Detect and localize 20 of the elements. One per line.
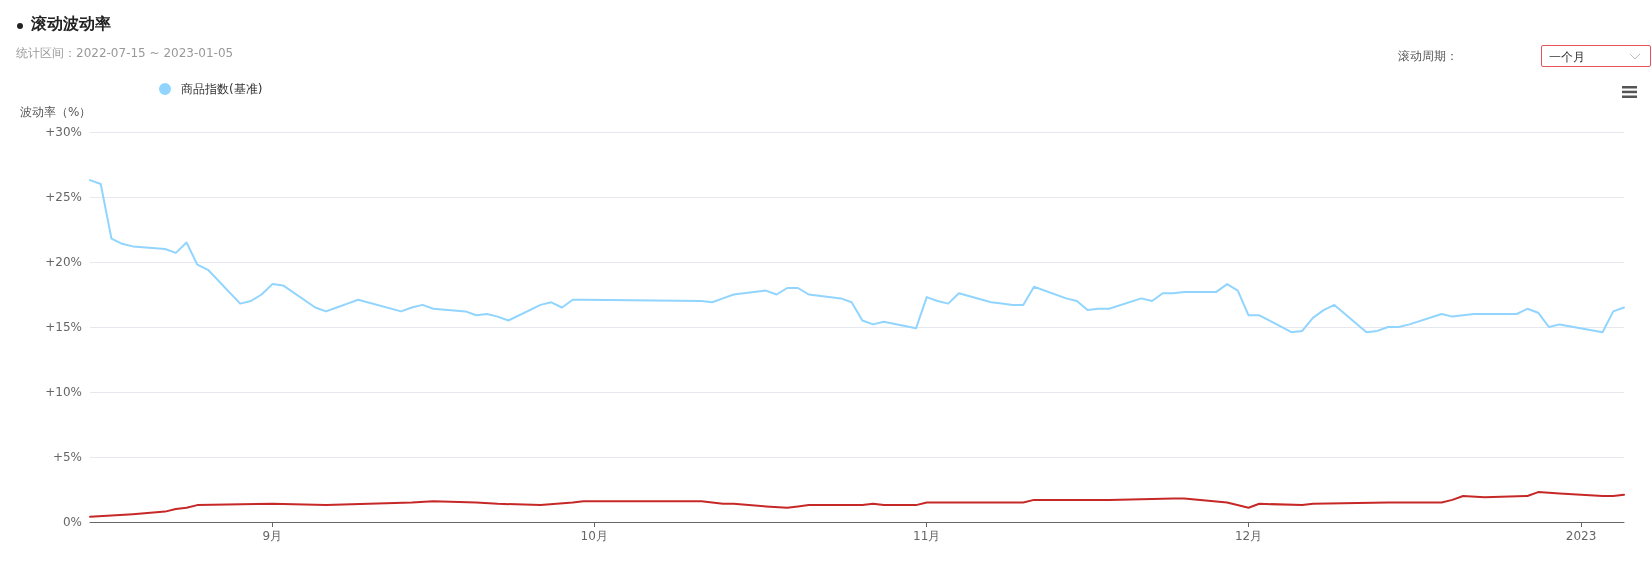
- x-tick-label: 11月: [913, 529, 941, 543]
- y-tick-label: +20%: [45, 255, 82, 269]
- line-series: [89, 179, 1625, 334]
- y-axis-title: 波动率（%）: [20, 105, 92, 119]
- period-select: 一个月: [1541, 45, 1651, 67]
- y-tick-label: +15%: [45, 320, 82, 334]
- chart-subtitle: 统计区间：2022-07-15 ~ 2023-01-05: [16, 45, 234, 62]
- x-tick-label: 10月: [580, 529, 608, 543]
- y-tick-label: +5%: [52, 450, 82, 464]
- y-tick-label: +10%: [45, 385, 82, 399]
- y-tick-label: +30%: [45, 125, 82, 139]
- x-tick-label: 9月: [262, 529, 283, 543]
- x-tick-label: 12月: [1234, 529, 1263, 543]
- chart-title: 滚动波动率: [31, 14, 111, 35]
- legend-label: 商品指数(基准): [181, 82, 263, 96]
- x-tick-label: 2023: [1565, 529, 1597, 543]
- line-series: [89, 491, 1625, 518]
- y-tick-label: +25%: [45, 190, 82, 204]
- text: 滚动周期：: [1398, 48, 1458, 65]
- y-tick-label: 0%: [62, 515, 82, 529]
